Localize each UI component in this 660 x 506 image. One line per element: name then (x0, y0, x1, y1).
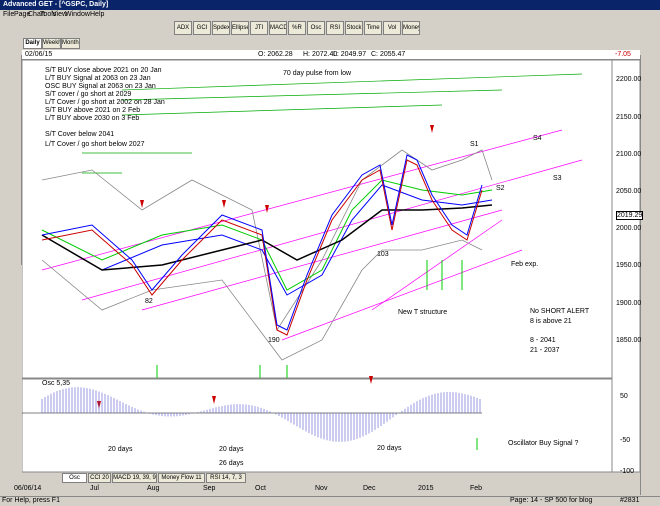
price-label: 2050.00 (616, 188, 642, 195)
period-tab[interactable]: Daily (23, 38, 42, 49)
annotation: No SHORT ALERT (530, 308, 590, 315)
toolbar-button[interactable]: Ellipse (231, 21, 249, 35)
annotation: 20 days (219, 446, 244, 453)
toolbar-button[interactable]: ADX (174, 21, 192, 35)
date-label: Feb (470, 485, 483, 492)
toolbar-button[interactable]: Spdex (212, 21, 230, 35)
info-high: H: 2072.40 (303, 51, 338, 58)
annotation: 70 day pulse from low (283, 70, 352, 77)
period-tab[interactable]: Weekly (42, 38, 61, 49)
status-left: For Help, press F1 (2, 497, 60, 504)
annotation: S2 (496, 185, 505, 192)
price-label: 1950.00 (616, 262, 642, 269)
annotation: 21 - 2037 (530, 347, 560, 354)
info-date: 02/06/15 (25, 51, 53, 58)
menu-item[interactable]: Page (14, 11, 31, 18)
price-label: 2000.00 (616, 225, 642, 232)
toolbar-button[interactable]: Time (364, 21, 382, 35)
info-close: C: 2055.47 (371, 51, 406, 58)
info-change: -7.05 (615, 51, 631, 58)
chart-note: S/T cover / go short at 2029 (45, 91, 132, 98)
menu-item[interactable]: Tools (40, 11, 57, 18)
info-low: L: 2049.97 (333, 51, 367, 58)
annotation: 8 - 2041 (530, 337, 556, 344)
date-label: Oct (255, 485, 266, 492)
chart-note: S/T BUY close above 2021 on 20 Jan (45, 67, 162, 74)
price-label: 2019.29 (616, 211, 644, 220)
annotation: 26 days (219, 460, 244, 467)
toolbar-button[interactable]: Vol (383, 21, 401, 35)
period-tab[interactable]: Monthly (61, 38, 80, 49)
info-open: O: 2062.28 (258, 51, 293, 58)
date-label: Sep (203, 485, 216, 492)
date-label: Dec (363, 485, 376, 492)
menu-item[interactable]: Window (65, 11, 90, 18)
menu-item[interactable]: Chart (28, 11, 46, 18)
left-tools (0, 55, 22, 265)
toolbar-button[interactable]: Osc (307, 21, 325, 35)
date-label: Jul (90, 485, 99, 492)
annotation: 20 days (377, 445, 402, 452)
chart-note: S/T BUY above 2021 on 2 Feb (45, 107, 141, 114)
toolbar-button[interactable]: JTI (250, 21, 268, 35)
toolbar-button[interactable]: GCI (193, 21, 211, 35)
price-label: 2200.00 (616, 76, 642, 83)
title-bar (0, 0, 660, 10)
toolbar-button[interactable]: MACD (269, 21, 287, 35)
indicator-tab[interactable]: Osc 5,35 (62, 473, 87, 483)
chart-note: L/T BUY Signal at 2063 on 23 Jan (45, 75, 151, 82)
annotation: S4 (533, 135, 542, 142)
indicator-tab[interactable]: MACD 19, 39, 9 (112, 473, 157, 483)
menu-item[interactable]: View (52, 11, 68, 18)
price-label: 1900.00 (616, 300, 642, 307)
right-tools (640, 55, 660, 495)
annotation: Oscillator Buy Signal ? (508, 440, 579, 447)
menu-item[interactable]: File (3, 11, 15, 18)
annotation: S3 (553, 175, 562, 182)
date-label: Aug (147, 485, 160, 492)
indicator-tab[interactable]: RSI 14, 7, 3 (206, 473, 246, 483)
annotation: Feb exp. (511, 261, 539, 268)
osc-axis-label: -50 (620, 437, 631, 444)
status-bar (0, 496, 660, 506)
status-id: #2831 (620, 497, 640, 504)
chart-note: OSC BUY Signal at 2063 on 23 Jan (45, 83, 156, 90)
date-label: 06/06/14 (14, 485, 42, 492)
chart-note: L/T BUY above 2030 on 3 Feb (45, 115, 140, 122)
osc-title: Osc 5,35 (42, 380, 71, 387)
price-label: 2150.00 (616, 114, 642, 121)
annotation: 103 (377, 251, 389, 258)
annotation: 8 is above 21 (530, 318, 572, 325)
toolbar-button[interactable]: Stock (345, 21, 363, 35)
toolbar-button[interactable]: Money (402, 21, 420, 35)
annotation: 190 (268, 337, 280, 344)
menu-item[interactable]: Help (90, 11, 105, 18)
toolbar-button[interactable]: %R (288, 21, 306, 35)
date-label: 2015 (418, 485, 434, 492)
date-label: Nov (315, 485, 328, 492)
price-label: 1850.00 (616, 337, 642, 344)
chart-note: L/T Cover / go short at 2002 on 28 Jan (45, 99, 165, 106)
osc-axis-label: 50 (620, 393, 628, 400)
toolbar-button[interactable]: RSI (326, 21, 344, 35)
annotation: S1 (470, 141, 479, 148)
indicator-tab[interactable]: Money Flow 11 (158, 473, 205, 483)
annotation: New T structure (398, 309, 448, 316)
price-label: 2100.00 (616, 151, 642, 158)
indicator-tab[interactable]: CCI 20 (88, 473, 111, 483)
status-right: Page: 14 - SP 500 for blog (510, 497, 593, 504)
chart-note: S/T Cover below 2041 (45, 131, 115, 138)
annotation: 82 (145, 298, 153, 305)
window-title: Advanced GET - [^GSPC, Daily] (3, 1, 109, 8)
osc-axis-label: -100 (620, 468, 635, 475)
chart-note: L/T Cover / go short below 2027 (45, 141, 145, 148)
annotation: 20 days (108, 446, 133, 453)
chart-area (22, 60, 640, 473)
